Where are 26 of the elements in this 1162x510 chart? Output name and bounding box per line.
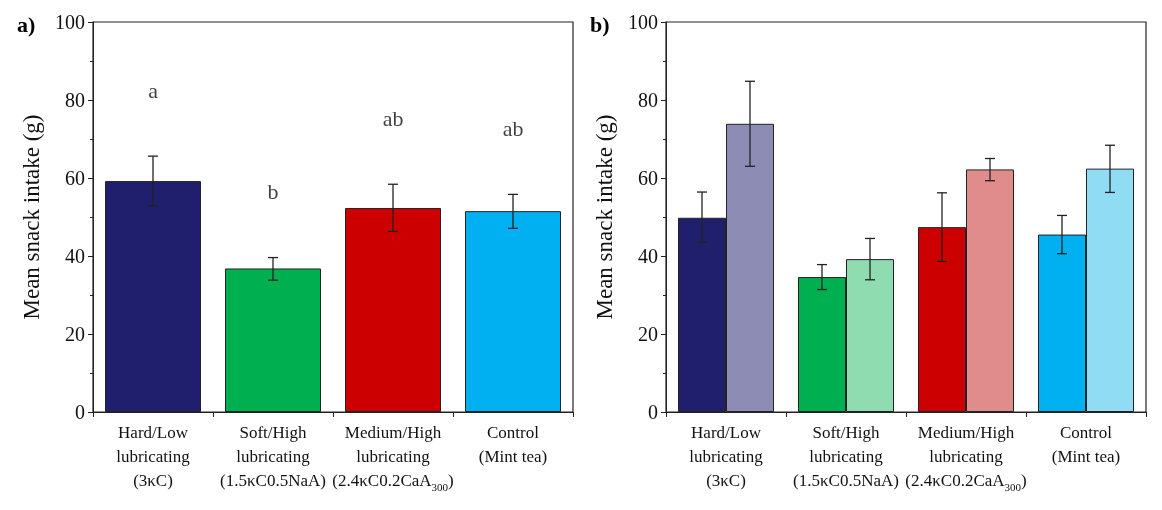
x-tick-label: Control (Mint tea) bbox=[1051, 422, 1121, 466]
y-tick-label: 20 bbox=[65, 323, 85, 345]
annotation: a bbox=[148, 78, 159, 104]
y-tick-label: 20 bbox=[638, 323, 658, 345]
y-tick-label: 0 bbox=[648, 401, 658, 423]
x-tick-label: Soft/High lubricating (1.5κC0.5NaA) bbox=[220, 422, 326, 490]
y-tick-label: 80 bbox=[638, 89, 658, 111]
annotation: ab bbox=[382, 106, 404, 132]
chart-title: a) bbox=[17, 11, 36, 37]
x-tick-label: Soft/High lubricating (1.5κC0.5NaA) bbox=[793, 422, 899, 490]
annotation: b bbox=[267, 179, 279, 205]
y-tick-label: 100 bbox=[628, 11, 658, 33]
y-tick-label: 80 bbox=[65, 89, 85, 111]
y-tick-label: 100 bbox=[55, 11, 85, 33]
y-axis-title: Mean snack intake (g) bbox=[592, 114, 617, 320]
y-tick-label: 0 bbox=[75, 401, 85, 423]
chart-title: b) bbox=[590, 11, 610, 37]
y-tick-label: 40 bbox=[638, 245, 658, 267]
annotation: ab bbox=[502, 116, 524, 142]
x-tick-label: Hard/Low lubricating (3κC) bbox=[689, 422, 764, 490]
x-tick-label: Control (Mint tea) bbox=[478, 422, 548, 466]
x-tick-label: Hard/Low lubricating (3κC) bbox=[116, 422, 191, 490]
y-axis-title: Mean snack intake (g) bbox=[19, 114, 44, 320]
y-tick-label: 40 bbox=[65, 245, 85, 267]
y-tick-label: 60 bbox=[638, 167, 658, 189]
y-tick-label: 60 bbox=[65, 167, 85, 189]
